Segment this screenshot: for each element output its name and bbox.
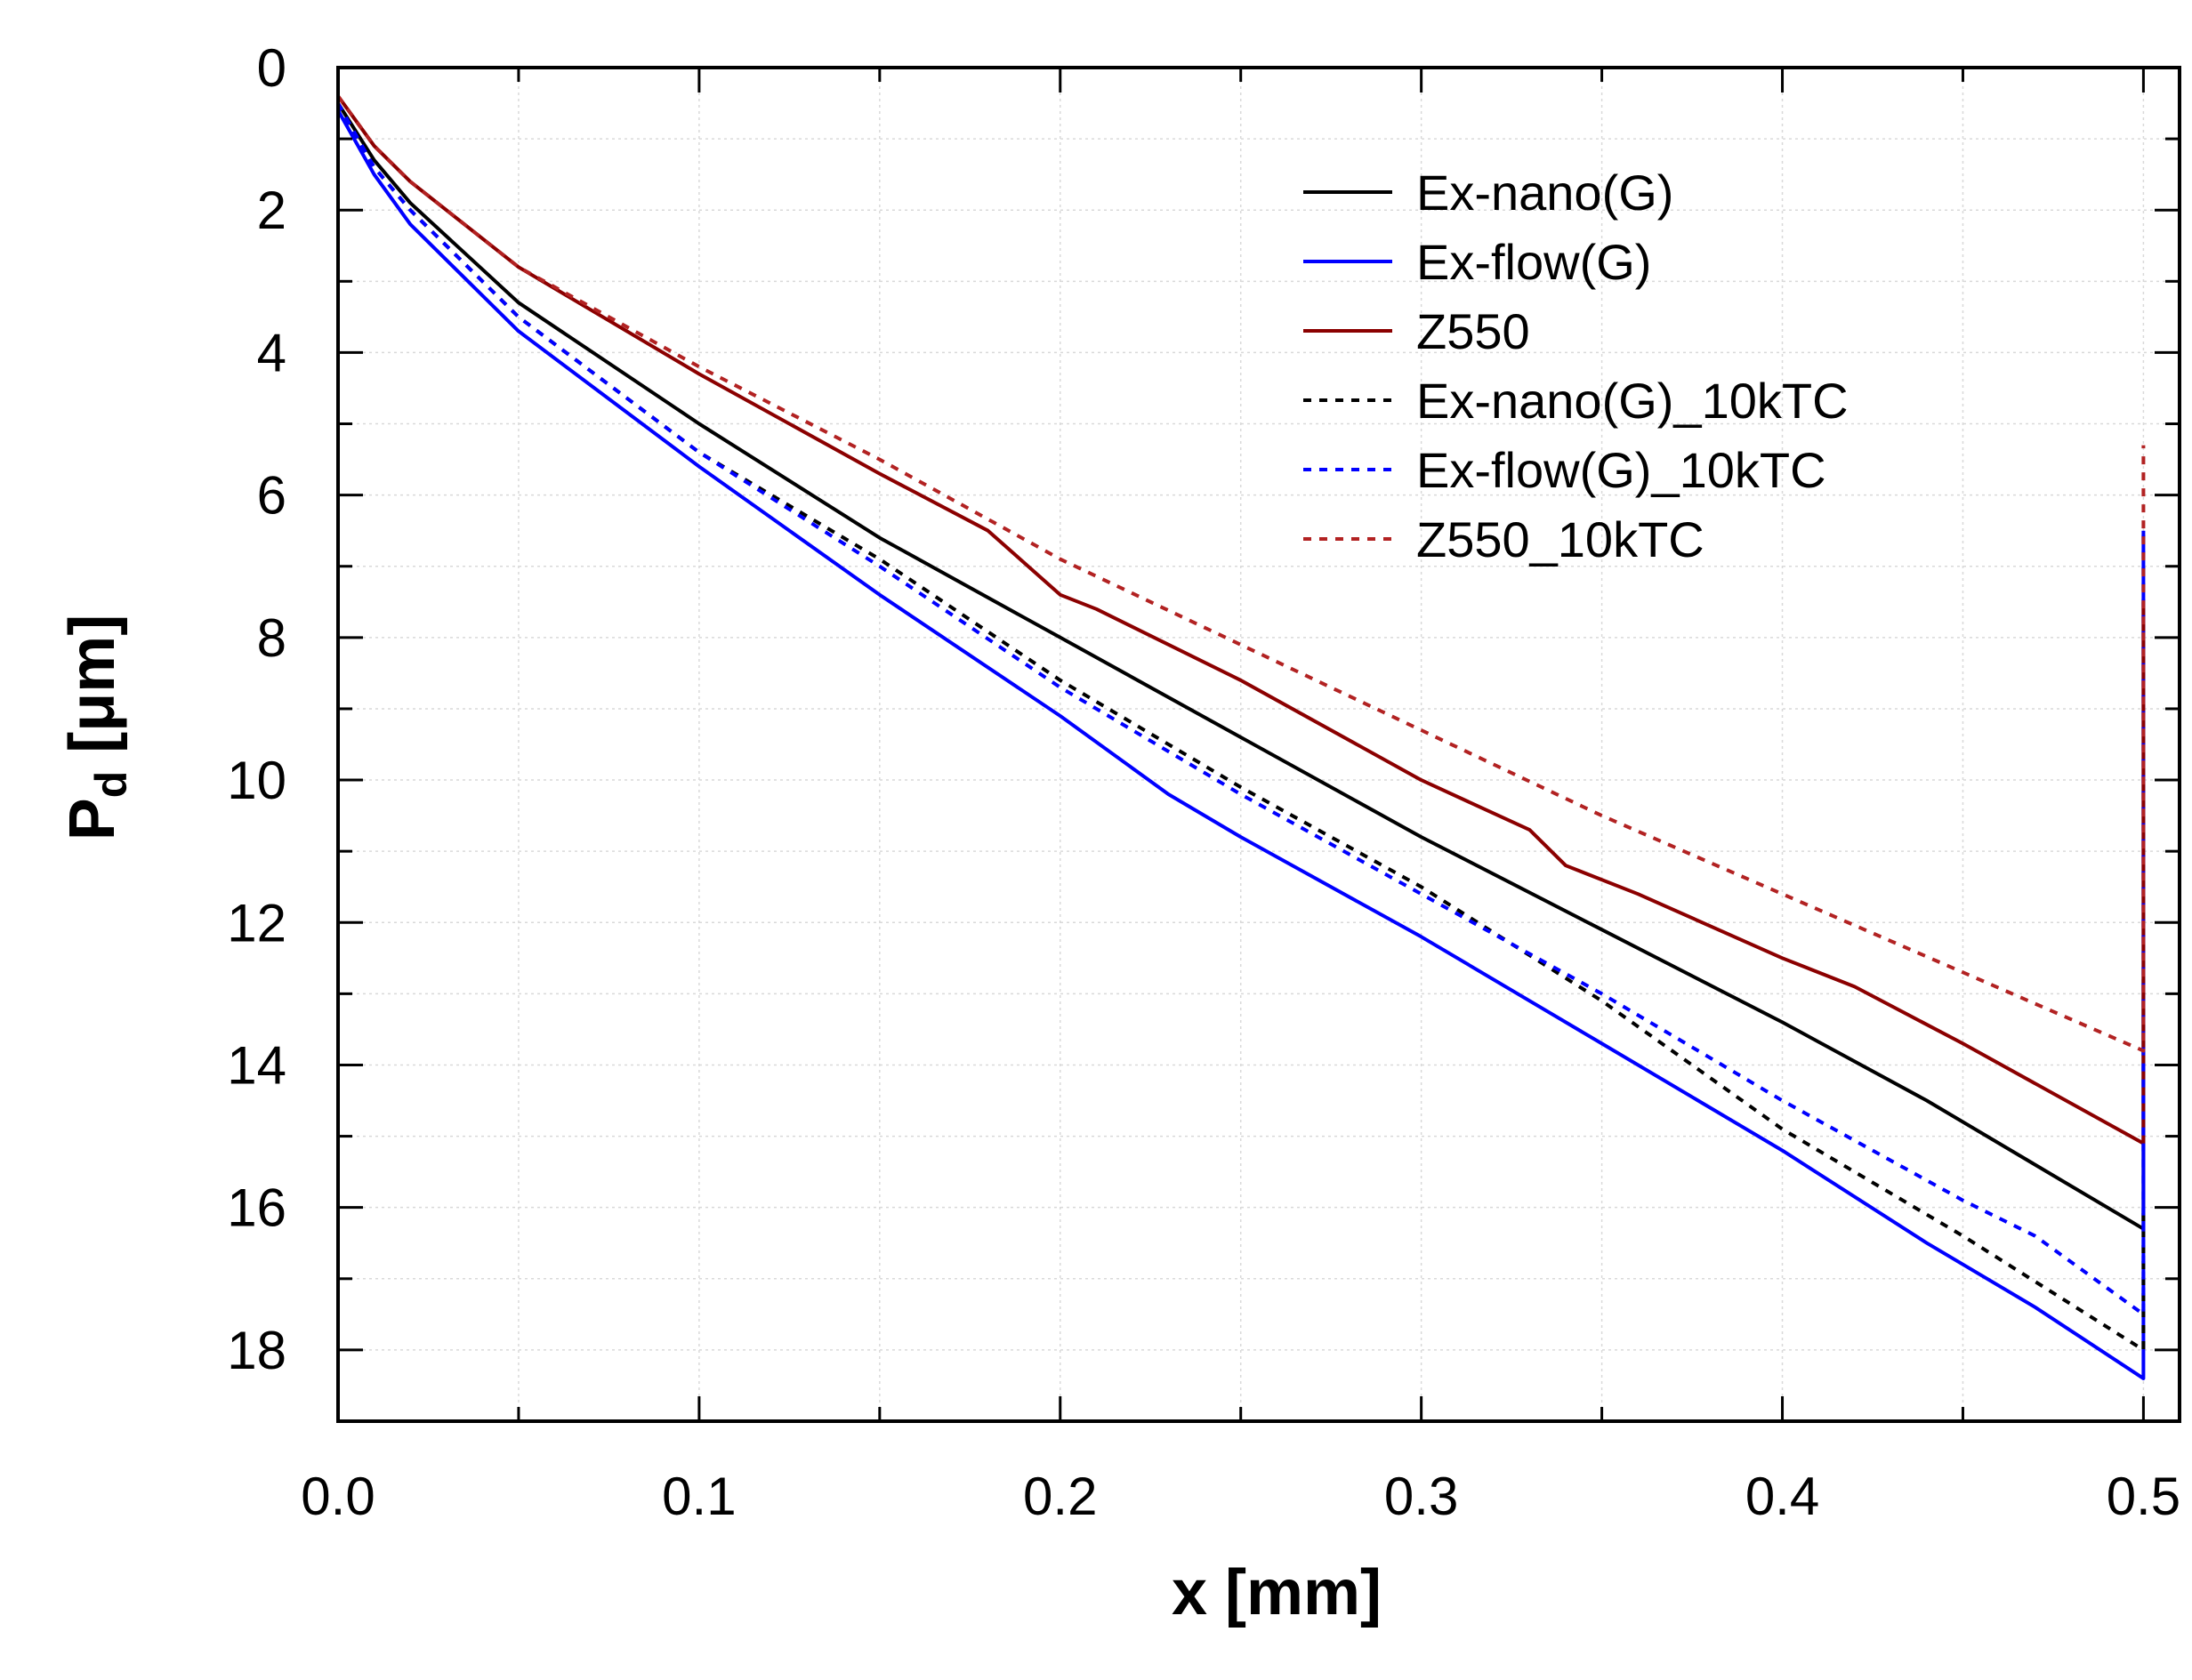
data-series xyxy=(336,94,2146,1380)
x-tick-label: 0.4 xyxy=(1745,1467,1819,1526)
x-tick-label: 0.2 xyxy=(1023,1467,1097,1526)
x-tick-label: 0.3 xyxy=(1384,1467,1458,1526)
series-line-5 xyxy=(336,102,2146,1316)
y-tick-label: 2 xyxy=(257,181,286,240)
y-tick-label: 18 xyxy=(227,1321,286,1380)
y-axis-label-main: P xyxy=(57,798,128,840)
series-line-2 xyxy=(336,109,2146,1380)
y-axis-label-subscript: d xyxy=(86,771,136,799)
plot-frame xyxy=(336,66,2181,1423)
series-line-1 xyxy=(336,102,2146,1231)
legend-label-5: Ex-flow(G)_10kTC xyxy=(1416,442,1826,498)
y-tick-label: 0 xyxy=(257,38,286,98)
series-line-6 xyxy=(336,94,2146,1053)
x-tick-label: 0.5 xyxy=(2107,1467,2180,1526)
grid-lines xyxy=(338,68,2180,1421)
axes xyxy=(336,66,2181,1423)
x-axis-label: x [mm] xyxy=(1172,1557,1382,1628)
legend-label-3: Z550 xyxy=(1416,303,1530,359)
legend-label-6: Z550_10kTC xyxy=(1416,511,1704,567)
y-axis-label-unit: [μm] xyxy=(57,615,128,771)
y-tick-label: 12 xyxy=(227,893,286,953)
series-line-3 xyxy=(336,94,2146,1145)
legend-label-2: Ex-flow(G) xyxy=(1416,234,1651,290)
y-tick-label: 16 xyxy=(227,1178,286,1238)
y-tick-label: 6 xyxy=(257,466,286,526)
y-tick-label: 8 xyxy=(257,608,286,668)
y-tick-label: 14 xyxy=(227,1035,286,1095)
y-tick-label: 4 xyxy=(257,323,286,382)
legend-label-4: Ex-nano(G)_10kTC xyxy=(1416,373,1849,429)
x-tick-label: 0.0 xyxy=(301,1467,375,1526)
y-axis-label: Pd [μm] xyxy=(57,615,136,841)
legend-label-1: Ex-nano(G) xyxy=(1416,165,1673,221)
tick-labels: 0.0 0.1 0.2 0.3 0.4 0.5 0 2 4 6 8 10 12 14 16 18 xyxy=(227,38,2180,1526)
x-tick-label: 0.1 xyxy=(662,1467,736,1526)
y-tick-label: 10 xyxy=(227,751,286,810)
series-line-4 xyxy=(336,102,2146,1352)
legend: Ex-nano(G) Ex-flow(G) Z550 Ex-nano(G)_10kTC… xyxy=(1303,165,1849,567)
